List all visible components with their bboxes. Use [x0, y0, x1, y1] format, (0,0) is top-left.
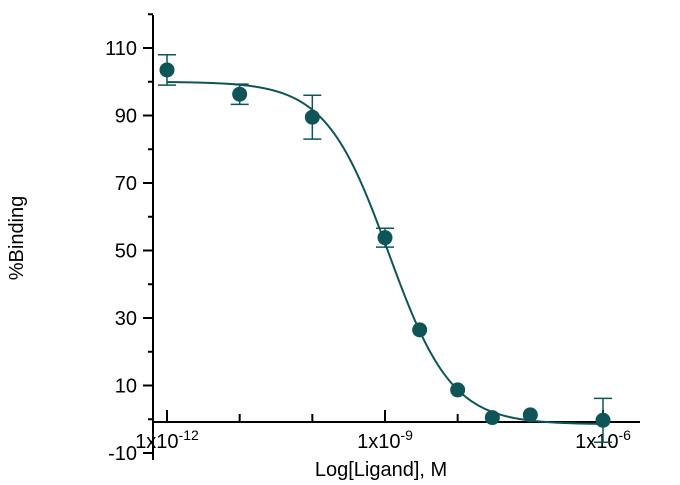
fit-curve	[166, 81, 604, 425]
y-axis-ticks: -10 10 30 50 70 90 110	[105, 13, 153, 465]
y-tick-label: 90	[115, 106, 137, 128]
x-tick-label: 1x10-9	[357, 427, 413, 453]
data-point	[232, 86, 248, 102]
y-tick-label: 110	[105, 38, 137, 60]
y-tick-label: 70	[115, 173, 137, 195]
axes	[152, 15, 640, 460]
data-point	[377, 230, 393, 246]
data-point	[522, 407, 538, 423]
y-tick-label: -10	[108, 443, 137, 465]
x-tick-label: 1x10-12	[135, 427, 199, 453]
y-tick-label: 50	[115, 241, 137, 263]
data-points	[158, 54, 612, 443]
data-point	[304, 109, 320, 125]
data-point	[484, 410, 500, 426]
y-tick-label: 30	[115, 308, 137, 330]
y-axis-title: %Binding	[6, 196, 28, 281]
data-point	[450, 382, 466, 398]
data-point	[159, 62, 175, 78]
data-point	[595, 412, 611, 428]
x-axis-ticks: 1x10-12 1x10-9 1x10-6	[135, 410, 631, 453]
data-point	[412, 322, 428, 338]
x-axis-title: Log[Ligand], M	[315, 459, 447, 481]
y-tick-label: 10	[115, 376, 137, 398]
